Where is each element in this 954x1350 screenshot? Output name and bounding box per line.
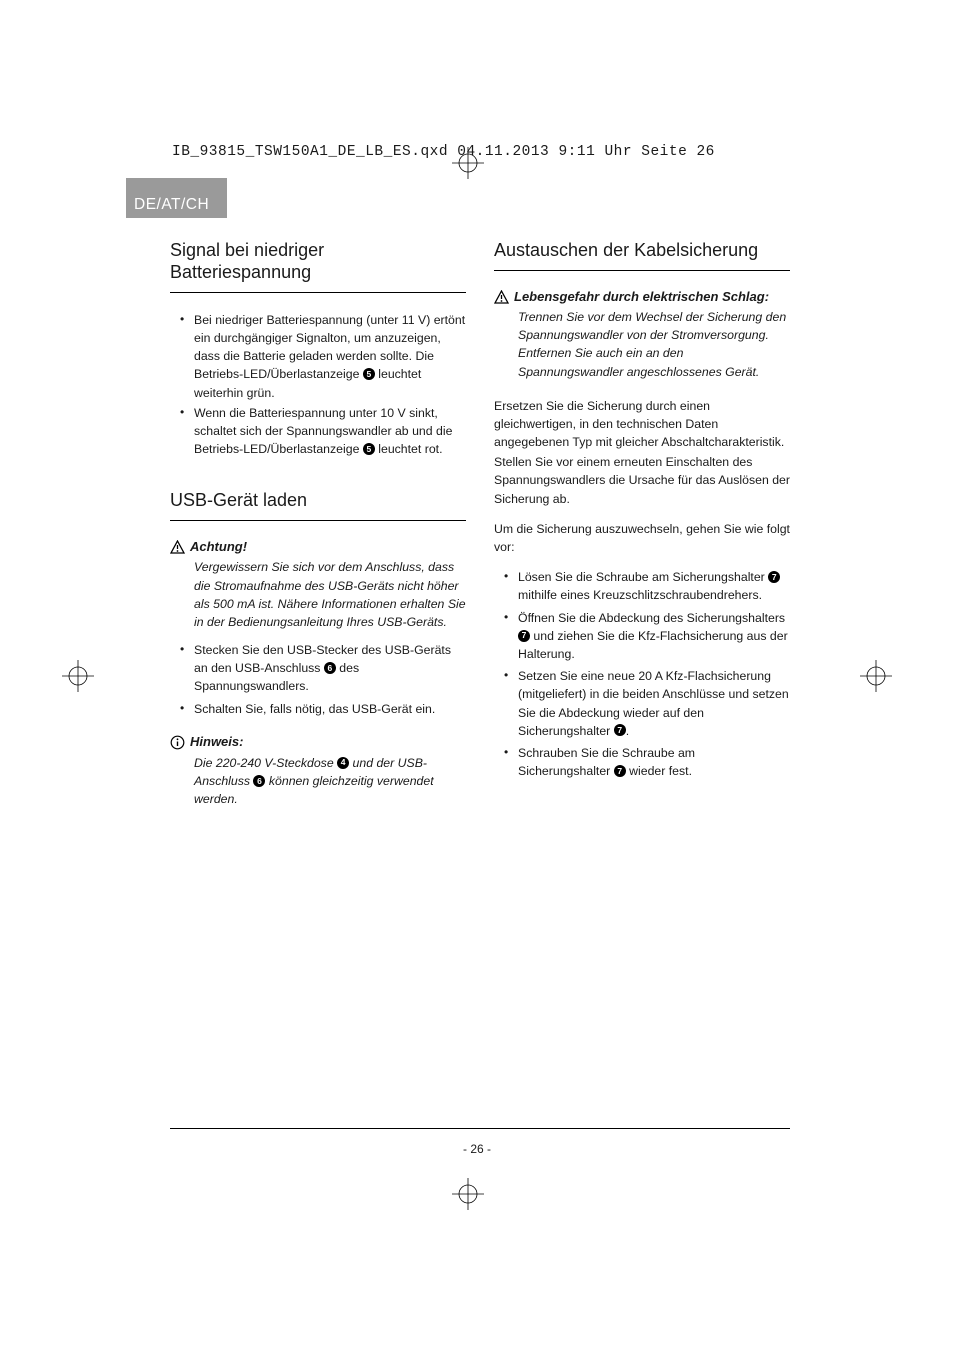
warning-icon bbox=[494, 290, 509, 304]
text: Öffnen Sie die Abdeckung des Sicherungsh… bbox=[518, 611, 785, 625]
heading-usb: USB-Gerät laden bbox=[170, 490, 466, 521]
ref-circle-7: 7 bbox=[768, 571, 780, 583]
list-item: Bei niedriger Batteriespannung (unter 11… bbox=[170, 311, 466, 402]
text: . bbox=[626, 724, 629, 738]
print-header-line: IB_93815_TSW150A1_DE_LB_ES.qxd 04.11.201… bbox=[172, 144, 715, 160]
filename-text: IB_93815_TSW150A1_DE_LB_ES.qxd 04.11.201… bbox=[172, 144, 715, 160]
list-item: Stecken Sie den USB-Stecker des USB-Gerä… bbox=[170, 641, 466, 696]
paragraph: Ersetzen Sie die Sicherung durch einen g… bbox=[494, 397, 790, 452]
text: Setzen Sie eine neue 20 A Kfz-Flachsiche… bbox=[518, 669, 789, 738]
ref-circle-7: 7 bbox=[614, 724, 626, 736]
achtung-body: Vergewissern Sie sich vor dem Anschluss,… bbox=[170, 558, 466, 631]
heading-signal: Signal bei niedriger Batteriespannung bbox=[170, 240, 466, 293]
list-item: Lösen Sie die Schraube am Sicherungshalt… bbox=[494, 568, 790, 604]
ref-circle-6: 6 bbox=[253, 775, 265, 787]
ref-circle-4: 4 bbox=[337, 757, 349, 769]
paragraph: Stellen Sie vor einem erneuten Einschalt… bbox=[494, 453, 790, 508]
ref-circle-5: 5 bbox=[363, 443, 375, 455]
page-number: - 26 - bbox=[0, 1142, 954, 1156]
hinweis-label: Hinweis: bbox=[190, 734, 243, 749]
content-columns: Signal bei niedriger Batteriespannung Be… bbox=[170, 240, 790, 818]
right-column: Austauschen der Kabelsicherung Lebensgef… bbox=[494, 240, 790, 818]
language-label: DE/AT/CH bbox=[134, 196, 209, 214]
ref-circle-6: 6 bbox=[324, 662, 336, 674]
text: leuchtet rot. bbox=[375, 442, 443, 456]
registration-mark-right bbox=[860, 660, 892, 692]
text: Stecken Sie den USB-Stecker des USB-Gerä… bbox=[194, 643, 451, 675]
fuse-steps-list: Lösen Sie die Schraube am Sicherungshalt… bbox=[494, 568, 790, 780]
hinweis-body: Die 220-240 V-Steckdose 4 und der USB-An… bbox=[170, 754, 466, 809]
usb-list: Stecken Sie den USB-Stecker des USB-Gerä… bbox=[170, 641, 466, 718]
text: Die 220-240 V-Steckdose bbox=[194, 756, 337, 770]
lebensgefahr-body: Trennen Sie vor dem Wechsel der Sicherun… bbox=[494, 308, 790, 381]
text: wieder fest. bbox=[626, 764, 692, 778]
list-item: Wenn die Batteriespannung unter 10 V sin… bbox=[170, 404, 466, 459]
ref-circle-5: 5 bbox=[363, 368, 375, 380]
ref-circle-7: 7 bbox=[518, 630, 530, 642]
heading-austausch: Austauschen der Kabelsicherung bbox=[494, 240, 790, 271]
footer-rule bbox=[170, 1128, 790, 1129]
warning-icon bbox=[170, 540, 185, 554]
text: Lösen Sie die Schraube am Sicherungshalt… bbox=[518, 570, 768, 584]
list-item: Öffnen Sie die Abdeckung des Sicherungsh… bbox=[494, 609, 790, 664]
registration-mark-left bbox=[62, 660, 94, 692]
paragraph: Um die Sicherung auszuwechseln, gehen Si… bbox=[494, 520, 790, 556]
lebensgefahr-heading: Lebensgefahr durch elektrischen Schlag: bbox=[494, 289, 790, 304]
lebensgefahr-label: Lebensgefahr durch elektrischen Schlag: bbox=[514, 289, 769, 304]
page: IB_93815_TSW150A1_DE_LB_ES.qxd 04.11.201… bbox=[0, 0, 954, 1350]
text: Schalten Sie, falls nötig, das USB-Gerät… bbox=[194, 702, 435, 716]
list-item: Schalten Sie, falls nötig, das USB-Gerät… bbox=[170, 700, 466, 718]
achtung-label: Achtung! bbox=[190, 539, 247, 554]
left-column: Signal bei niedriger Batteriespannung Be… bbox=[170, 240, 466, 818]
text: und ziehen Sie die Kfz-Flachsicherung au… bbox=[518, 629, 788, 661]
registration-mark-bottom bbox=[452, 1178, 484, 1210]
achtung-heading: Achtung! bbox=[170, 539, 466, 554]
ref-circle-7: 7 bbox=[614, 765, 626, 777]
text: Bei niedriger Batteriespannung (unter 11… bbox=[194, 313, 465, 382]
list-item: Schrauben Sie die Schraube am Sicherungs… bbox=[494, 744, 790, 780]
registration-mark-top bbox=[452, 147, 484, 179]
signal-list: Bei niedriger Batteriespannung (unter 11… bbox=[170, 311, 466, 459]
text: mithilfe eines Kreuzschlitzschraubendreh… bbox=[518, 588, 762, 602]
info-icon bbox=[170, 735, 185, 750]
list-item: Setzen Sie eine neue 20 A Kfz-Flachsiche… bbox=[494, 667, 790, 740]
hinweis-heading: Hinweis: bbox=[170, 734, 466, 750]
